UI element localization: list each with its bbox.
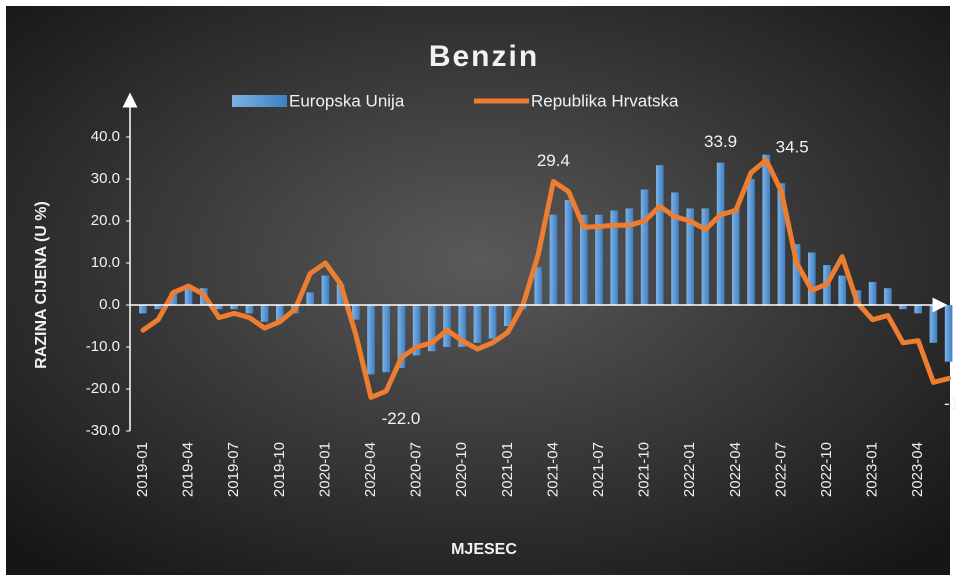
x-tick-label: 2022-01 — [681, 442, 698, 497]
y-axis-label: RAZINA CIJENA (U %) — [33, 201, 50, 369]
bar — [884, 288, 892, 305]
bar — [595, 214, 603, 305]
bar — [777, 183, 786, 305]
bar — [428, 305, 436, 352]
bar — [276, 305, 284, 322]
bar — [716, 162, 725, 305]
x-tick-label: 2019-10 — [271, 442, 288, 497]
x-tick-label: 2022-07 — [772, 442, 789, 497]
bar — [473, 305, 482, 343]
bar — [549, 214, 558, 305]
bar — [610, 210, 618, 305]
bar — [443, 305, 451, 347]
bar — [139, 305, 147, 314]
bar — [306, 292, 314, 305]
chart-title: Benzin — [429, 40, 539, 73]
bar — [899, 305, 907, 310]
bar — [929, 305, 938, 343]
bar — [215, 305, 223, 310]
x-tick-label: 2023-04 — [909, 442, 926, 497]
bar — [230, 305, 238, 310]
bar — [914, 305, 922, 314]
bar — [504, 305, 512, 326]
bar — [580, 214, 588, 305]
x-tick-label: 2020-07 — [408, 442, 425, 497]
bar — [397, 305, 406, 368]
line — [140, 157, 952, 400]
legend-label: Republika Hrvatska — [531, 91, 679, 110]
x-tick-label: 2020-01 — [316, 442, 333, 497]
bar — [732, 208, 740, 305]
bar — [640, 189, 649, 305]
bar — [367, 305, 375, 375]
bar — [625, 208, 634, 305]
bar — [838, 275, 846, 305]
bar — [321, 275, 330, 305]
bar — [686, 208, 694, 305]
x-tick-label: 2021-10 — [636, 442, 653, 497]
legend-item: Europska Unija — [232, 91, 405, 110]
x-tick-label: 2019-01 — [134, 442, 151, 497]
bar — [154, 305, 162, 310]
x-tick-label: 2021-01 — [499, 442, 516, 497]
bar — [792, 244, 801, 305]
bar — [868, 281, 877, 305]
bar — [808, 252, 816, 305]
x-axis-label: MJESEC — [451, 541, 517, 558]
data-label: -18.4 — [944, 394, 956, 413]
x-tick-label: 2019-04 — [180, 442, 197, 497]
y-tick-label: 20.0 — [91, 212, 120, 229]
bar — [412, 305, 421, 356]
bar — [260, 305, 269, 322]
y-tick-label: 30.0 — [91, 170, 120, 187]
legend-swatch — [232, 95, 287, 107]
x-tick-label: 2023-01 — [864, 442, 881, 497]
bar — [245, 305, 254, 314]
bar — [656, 165, 664, 305]
y-tick-label: -10.0 — [86, 338, 120, 355]
bar — [944, 305, 953, 362]
bar — [762, 154, 770, 305]
legend-item: Republika Hrvatska — [474, 91, 679, 110]
y-tick-label: -20.0 — [86, 380, 120, 397]
y-tick-label: -30.0 — [86, 422, 120, 439]
x-tick-label: 2022-04 — [727, 442, 744, 497]
bar — [564, 200, 573, 305]
bar — [671, 192, 679, 305]
x-tick-label: 2022-10 — [818, 442, 835, 497]
bar — [169, 292, 178, 305]
x-tick-label: 2021-04 — [544, 442, 561, 497]
y-tick-label: 0.0 — [99, 296, 120, 313]
data-label: 34.5 — [776, 138, 809, 157]
bar — [747, 179, 755, 305]
bar — [184, 288, 193, 305]
bar — [488, 305, 497, 339]
data-label: 29.4 — [537, 151, 570, 170]
bar — [352, 305, 360, 320]
y-tick-label: 10.0 — [91, 254, 120, 271]
bar — [458, 305, 466, 347]
legend-label: Europska Unija — [289, 91, 405, 110]
y-tick-label: 40.0 — [91, 128, 120, 145]
x-tick-label: 2021-07 — [590, 442, 607, 497]
x-tick-label: 2020-10 — [453, 442, 470, 497]
bar — [701, 208, 710, 305]
bar — [534, 267, 542, 305]
data-label: -22.0 — [382, 409, 421, 428]
x-tick-label: 2020-04 — [362, 442, 379, 497]
bar — [336, 284, 345, 305]
bar — [382, 305, 390, 373]
data-label: 33.9 — [704, 132, 737, 151]
x-tick-label: 2019-07 — [225, 442, 242, 497]
